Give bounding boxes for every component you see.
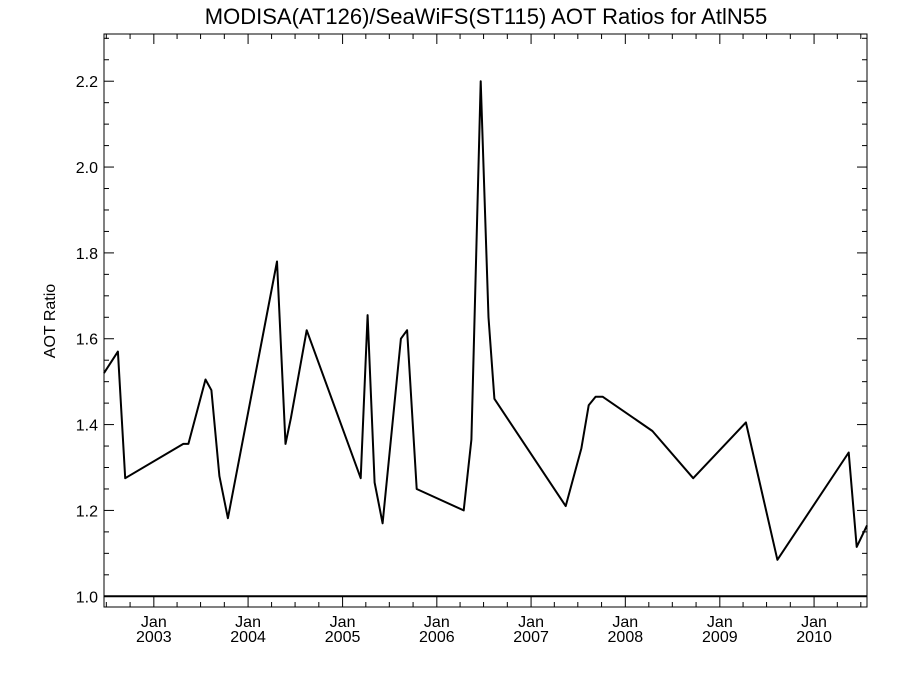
y-tick-label: 1.2 [76, 503, 98, 520]
x-tick-year-label: 2005 [325, 629, 361, 646]
chart-title: MODISA(AT126)/SeaWiFS(ST115) AOT Ratios … [205, 4, 767, 29]
y-tick-label: 2.0 [76, 160, 98, 177]
x-tick-label: Jan [801, 614, 827, 631]
series-line [103, 80, 868, 561]
y-tick-label: 1.8 [76, 246, 98, 263]
x-tick-year-label: 2006 [419, 629, 455, 646]
plot-area: 1.01.21.41.61.82.02.2Jan2003Jan2004Jan20… [76, 33, 868, 646]
plot-frame [103, 33, 868, 608]
x-tick-year-label: 2007 [513, 629, 549, 646]
y-tick-label: 1.6 [76, 332, 98, 349]
x-tick-label: Jan [612, 614, 638, 631]
x-tick-year-label: 2008 [608, 629, 644, 646]
x-tick-year-label: 2004 [230, 629, 266, 646]
x-tick-label: Jan [330, 614, 356, 631]
x-tick-label: Jan [518, 614, 544, 631]
x-tick-year-label: 2003 [136, 629, 172, 646]
x-tick-label: Jan [141, 614, 167, 631]
y-tick-label: 2.2 [76, 74, 98, 91]
y-tick-label: 1.4 [76, 418, 98, 435]
x-tick-year-label: 2009 [702, 629, 738, 646]
y-axis-label: AOT Ratio [42, 284, 59, 359]
y-tick-label: 1.0 [76, 589, 98, 606]
x-tick-label: Jan [424, 614, 450, 631]
x-tick-year-label: 2010 [796, 629, 832, 646]
x-tick-label: Jan [707, 614, 733, 631]
x-tick-label: Jan [235, 614, 261, 631]
